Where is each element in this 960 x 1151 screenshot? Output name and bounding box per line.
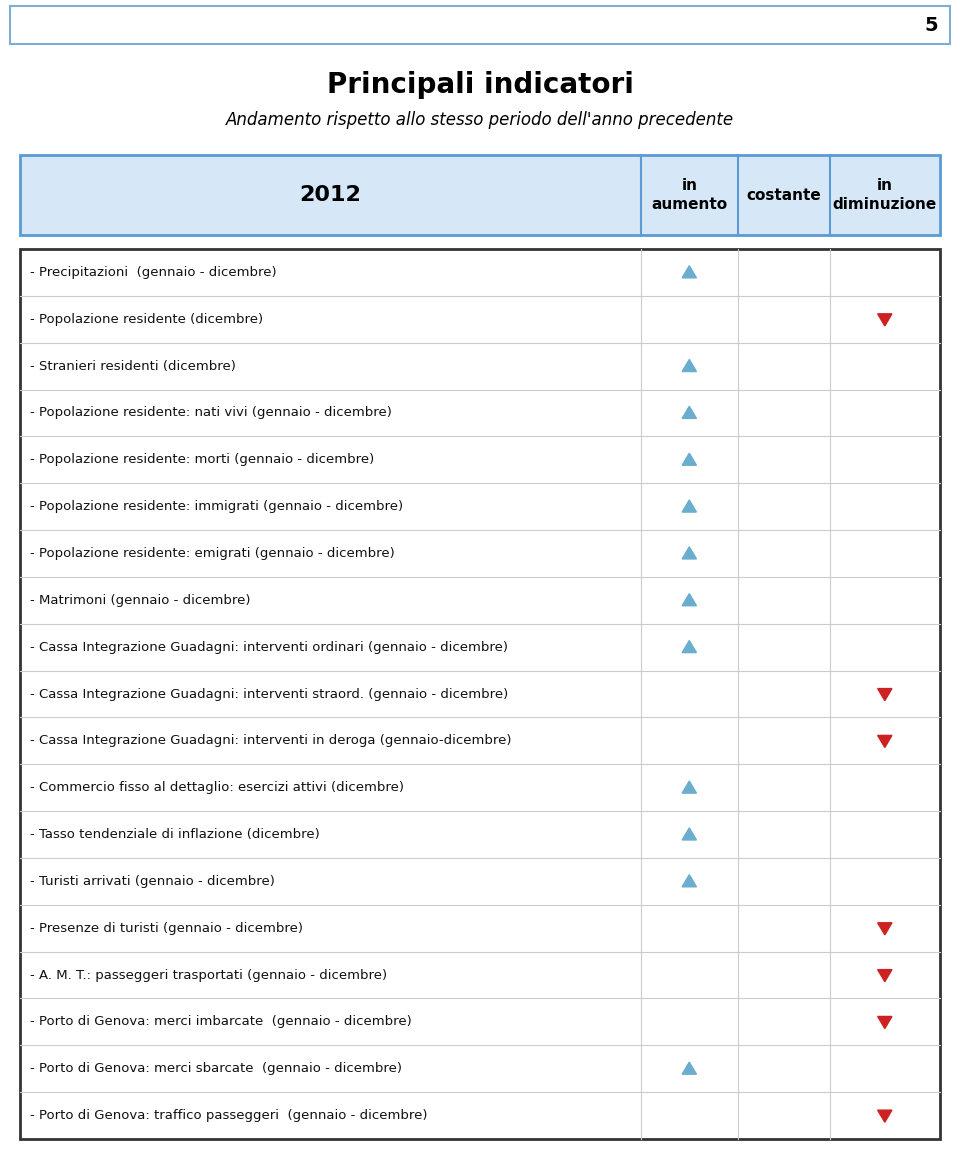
Polygon shape: [683, 782, 696, 793]
Polygon shape: [877, 1016, 892, 1029]
Polygon shape: [683, 547, 696, 559]
Polygon shape: [877, 923, 892, 935]
Text: - Cassa Integrazione Guadagni: interventi in deroga (gennaio-dicembre): - Cassa Integrazione Guadagni: intervent…: [30, 734, 512, 747]
FancyBboxPatch shape: [20, 155, 940, 235]
Text: - Matrimoni (gennaio - dicembre): - Matrimoni (gennaio - dicembre): [30, 594, 251, 607]
Polygon shape: [683, 453, 696, 465]
Text: - A. M. T.: passeggeri trasportati (gennaio - dicembre): - A. M. T.: passeggeri trasportati (genn…: [30, 968, 387, 982]
Polygon shape: [877, 1110, 892, 1122]
Text: - Cassa Integrazione Guadagni: interventi straord. (gennaio - dicembre): - Cassa Integrazione Guadagni: intervent…: [30, 687, 508, 701]
Text: in
aumento: in aumento: [651, 178, 728, 212]
Polygon shape: [683, 875, 696, 886]
Polygon shape: [683, 594, 696, 605]
Text: in
diminuzione: in diminuzione: [832, 178, 937, 212]
Polygon shape: [683, 828, 696, 840]
Text: - Popolazione residente: nati vivi (gennaio - dicembre): - Popolazione residente: nati vivi (genn…: [30, 406, 392, 419]
Text: - Popolazione residente (dicembre): - Popolazione residente (dicembre): [30, 313, 263, 326]
Text: Principali indicatori: Principali indicatori: [326, 71, 634, 99]
Text: 2012: 2012: [300, 185, 361, 205]
Text: costante: costante: [746, 188, 821, 203]
Text: - Popolazione residente: morti (gennaio - dicembre): - Popolazione residente: morti (gennaio …: [30, 453, 374, 466]
Polygon shape: [683, 500, 696, 512]
Polygon shape: [877, 735, 892, 747]
Text: - Tasso tendenziale di inflazione (dicembre): - Tasso tendenziale di inflazione (dicem…: [30, 828, 320, 841]
Polygon shape: [683, 640, 696, 653]
Text: - Cassa Integrazione Guadagni: interventi ordinari (gennaio - dicembre): - Cassa Integrazione Guadagni: intervent…: [30, 641, 508, 654]
Text: - Turisti arrivati (gennaio - dicembre): - Turisti arrivati (gennaio - dicembre): [30, 875, 275, 887]
Text: - Popolazione residente: immigrati (gennaio - dicembre): - Popolazione residente: immigrati (genn…: [30, 501, 403, 513]
Text: - Commercio fisso al dettaglio: esercizi attivi (dicembre): - Commercio fisso al dettaglio: esercizi…: [30, 782, 404, 794]
Text: - Precipitazioni  (gennaio - dicembre): - Precipitazioni (gennaio - dicembre): [30, 266, 276, 279]
Text: - Stranieri residenti (dicembre): - Stranieri residenti (dicembre): [30, 359, 236, 373]
Text: - Presenze di turisti (gennaio - dicembre): - Presenze di turisti (gennaio - dicembr…: [30, 922, 303, 935]
Text: - Porto di Genova: traffico passeggeri  (gennaio - dicembre): - Porto di Genova: traffico passeggeri (…: [30, 1110, 427, 1122]
Polygon shape: [683, 1062, 696, 1074]
Text: - Porto di Genova: merci imbarcate  (gennaio - dicembre): - Porto di Genova: merci imbarcate (genn…: [30, 1015, 412, 1028]
FancyBboxPatch shape: [20, 249, 940, 1139]
Polygon shape: [683, 406, 696, 419]
FancyBboxPatch shape: [10, 6, 950, 44]
Polygon shape: [877, 688, 892, 701]
Text: Andamento rispetto allo stesso periodo dell'anno precedente: Andamento rispetto allo stesso periodo d…: [226, 110, 734, 129]
Polygon shape: [683, 266, 696, 277]
Polygon shape: [877, 314, 892, 326]
Text: - Popolazione residente: emigrati (gennaio - dicembre): - Popolazione residente: emigrati (genna…: [30, 547, 395, 561]
Polygon shape: [877, 969, 892, 982]
Polygon shape: [683, 359, 696, 372]
Text: - Porto di Genova: merci sbarcate  (gennaio - dicembre): - Porto di Genova: merci sbarcate (genna…: [30, 1062, 402, 1075]
Text: 5: 5: [924, 15, 938, 35]
